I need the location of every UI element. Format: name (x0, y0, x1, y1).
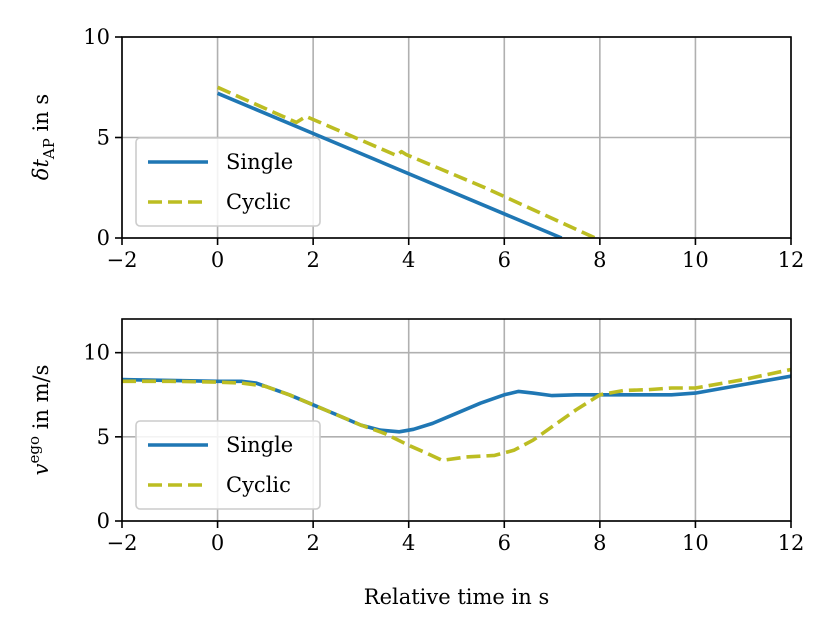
x-tick-label: 2 (306, 531, 319, 555)
series-group (122, 367, 791, 463)
y-tick-label: 0 (97, 226, 110, 250)
y-tick-label: 5 (97, 126, 110, 150)
x-tick-label: 0 (211, 531, 224, 555)
axes-frame (121, 318, 792, 522)
x-tick-label: 10 (682, 248, 709, 272)
legend-label-cyclic: Cyclic (226, 473, 291, 497)
series-line-single (216, 91, 563, 238)
y-tick-label: 5 (97, 425, 110, 449)
series-line-single (122, 374, 791, 434)
legend: Single Cyclic (135, 420, 321, 510)
x-tick-label: 10 (682, 531, 709, 555)
y-axis-label-superscript: ego (25, 436, 43, 464)
legend-label-single: Single (226, 433, 293, 457)
legend-label-single: Single (226, 150, 293, 174)
x-tick-label: 6 (498, 248, 511, 272)
y-tick-label: 10 (83, 25, 110, 49)
y-axis-label-base: v (29, 463, 53, 475)
x-tick-label: 4 (402, 248, 415, 272)
x-tick-label: 4 (402, 531, 415, 555)
y-axis-label-unit: in s (29, 94, 53, 138)
y-axis-label-base: δt (29, 159, 53, 181)
y-axis-label-unit: in m/s (29, 365, 53, 436)
legend-label-cyclic: Cyclic (226, 190, 291, 214)
legend-box (135, 420, 321, 510)
x-tick-label: 12 (778, 531, 805, 555)
x-tick-label: 8 (593, 248, 606, 272)
y-axis-label-subscript: AP (40, 138, 58, 160)
x-tick-label: 0 (211, 248, 224, 272)
x-axis-label: Relative time in s (364, 585, 549, 609)
x-tick-label: −2 (107, 248, 138, 272)
y-tick-label: 0 (97, 509, 110, 533)
y-tick-label: 10 (83, 341, 110, 365)
x-tick-label: 6 (498, 531, 511, 555)
x-tick-label: −2 (107, 531, 138, 555)
y-axis-label: δtAP in s (29, 94, 58, 180)
series-line-cyclic (216, 85, 596, 238)
legend: Single Cyclic (135, 137, 321, 227)
x-tick-label: 12 (778, 248, 805, 272)
x-tick-label: 8 (593, 531, 606, 555)
x-tick-label: 2 (306, 248, 319, 272)
series-group (216, 85, 596, 238)
legend-box (135, 137, 321, 227)
series-line-cyclic (122, 367, 791, 463)
y-axis-label: vego in m/s (25, 365, 53, 476)
